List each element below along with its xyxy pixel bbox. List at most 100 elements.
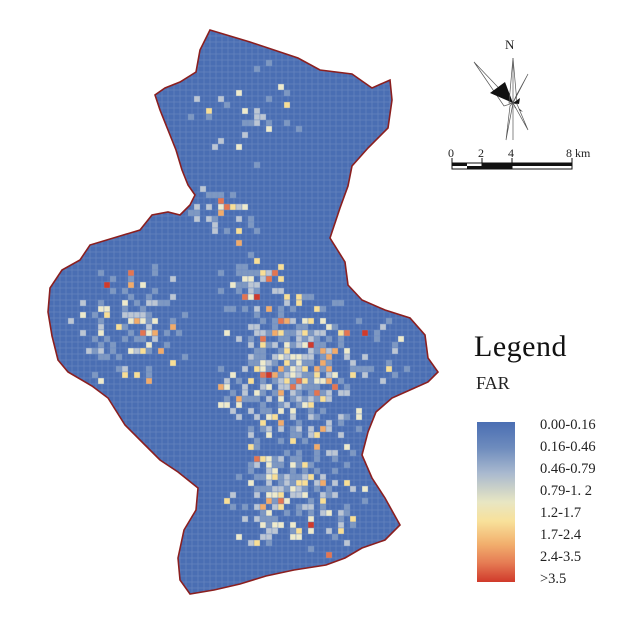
far-cell — [295, 383, 303, 391]
far-cell — [343, 443, 351, 451]
far-cell — [361, 365, 369, 373]
far-cell — [259, 341, 267, 349]
far-cell — [265, 533, 273, 541]
far-cell — [265, 527, 273, 535]
far-cell — [289, 359, 297, 367]
far-cell — [307, 335, 315, 343]
far-cell — [151, 287, 159, 295]
far-cell — [331, 533, 339, 541]
far-cell — [325, 395, 333, 403]
far-cell — [145, 323, 153, 331]
far-cell — [235, 269, 243, 277]
far-cell — [139, 329, 147, 337]
far-cell — [301, 461, 309, 469]
far-cell — [301, 383, 309, 391]
far-cell — [313, 377, 321, 385]
far-cell — [271, 269, 279, 277]
far-cell — [229, 389, 237, 397]
far-cell — [313, 431, 321, 439]
far-cell — [277, 275, 285, 283]
far-cell — [343, 509, 351, 517]
far-cell — [223, 227, 231, 235]
far-cell — [229, 191, 237, 199]
far-cell — [97, 329, 105, 337]
far-cell — [355, 425, 363, 433]
far-cell — [277, 503, 285, 511]
far-cell — [97, 323, 105, 331]
far-cell — [295, 293, 303, 301]
far-cell — [373, 335, 381, 343]
far-cell — [307, 431, 315, 439]
far-cell — [391, 371, 399, 379]
far-cell — [283, 347, 291, 355]
far-cell — [319, 305, 327, 313]
far-cell — [139, 305, 147, 313]
far-cell — [253, 359, 261, 367]
far-cell — [283, 383, 291, 391]
far-cell — [295, 395, 303, 403]
far-cell — [385, 317, 393, 325]
far-cell — [397, 335, 405, 343]
far-cell — [187, 113, 195, 121]
far-cell — [313, 335, 321, 343]
far-cell — [283, 449, 291, 457]
legend-color-ramp — [477, 422, 515, 582]
far-cell — [79, 311, 87, 319]
far-cell — [163, 299, 171, 307]
far-cell — [265, 473, 273, 481]
far-cell — [355, 317, 363, 325]
far-cell — [307, 545, 315, 553]
far-cell — [325, 347, 333, 355]
far-cell — [331, 347, 339, 355]
far-cell — [289, 371, 297, 379]
far-cell — [253, 113, 261, 121]
far-cell — [349, 371, 357, 379]
far-cell — [277, 389, 285, 397]
far-cell — [247, 293, 255, 301]
far-cell — [127, 329, 135, 337]
far-cell — [385, 365, 393, 373]
far-cell — [121, 323, 129, 331]
far-cell — [109, 287, 117, 295]
far-cell — [145, 365, 153, 373]
far-cell — [319, 497, 327, 505]
far-cell — [247, 359, 255, 367]
far-cell — [265, 497, 273, 505]
far-cell — [235, 287, 243, 295]
far-cell — [325, 377, 333, 385]
far-cell — [133, 311, 141, 319]
far-cell — [97, 269, 105, 277]
far-cell — [241, 383, 249, 391]
far-cell — [337, 377, 345, 385]
far-cell — [325, 527, 333, 535]
far-cell — [277, 485, 285, 493]
far-cell — [97, 353, 105, 361]
far-cell — [283, 479, 291, 487]
far-cell — [271, 473, 279, 481]
far-cell — [235, 377, 243, 385]
far-cell — [337, 509, 345, 517]
far-cell — [337, 431, 345, 439]
far-cell — [307, 359, 315, 367]
far-cell — [241, 515, 249, 523]
far-cell — [187, 209, 195, 217]
far-cell — [133, 335, 141, 343]
far-cell — [253, 395, 261, 403]
far-cell — [253, 107, 261, 115]
far-cell — [307, 509, 315, 517]
far-cell — [343, 479, 351, 487]
far-cell — [301, 329, 309, 337]
far-cell — [385, 359, 393, 367]
far-cell — [289, 353, 297, 361]
far-cell — [319, 509, 327, 517]
far-cell — [295, 353, 303, 361]
far-cell — [283, 473, 291, 481]
far-cell — [259, 359, 267, 367]
far-cell — [325, 359, 333, 367]
far-cell — [265, 509, 273, 517]
far-cell — [253, 515, 261, 523]
far-cell — [307, 353, 315, 361]
far-cell — [337, 419, 345, 427]
far-cell — [325, 449, 333, 457]
far-cell — [265, 275, 273, 283]
